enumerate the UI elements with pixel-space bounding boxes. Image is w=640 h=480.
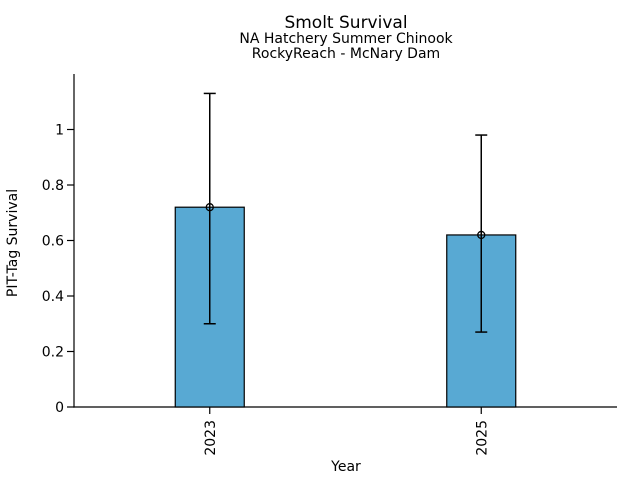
x-axis-label: Year [330, 459, 361, 475]
chart-title: Smolt Survival [284, 13, 407, 33]
y-tick-label: 1 [55, 123, 64, 139]
y-axis-label: PIT-Tag Survival [5, 189, 21, 297]
chart-subtitle-line-1: NA Hatchery Summer Chinook [239, 31, 453, 47]
y-tick-label: 0.2 [42, 345, 64, 361]
data-point-marker [205, 203, 214, 212]
y-tick-label: 0 [55, 400, 64, 416]
x-tick-label: 2025 [474, 420, 490, 456]
data-point-marker [477, 230, 486, 240]
chart-subtitle-line-2: RockyReach - McNary Dam [252, 46, 440, 62]
y-tick-label: 0.4 [42, 289, 64, 305]
y-tick-label: 0.8 [42, 178, 64, 194]
x-tick-label: 2023 [203, 420, 219, 456]
plot-area: 0 0.2 0.4 0.6 0.8 1 2023 2025 [42, 74, 617, 456]
y-tick-label: 0.6 [42, 234, 64, 250]
